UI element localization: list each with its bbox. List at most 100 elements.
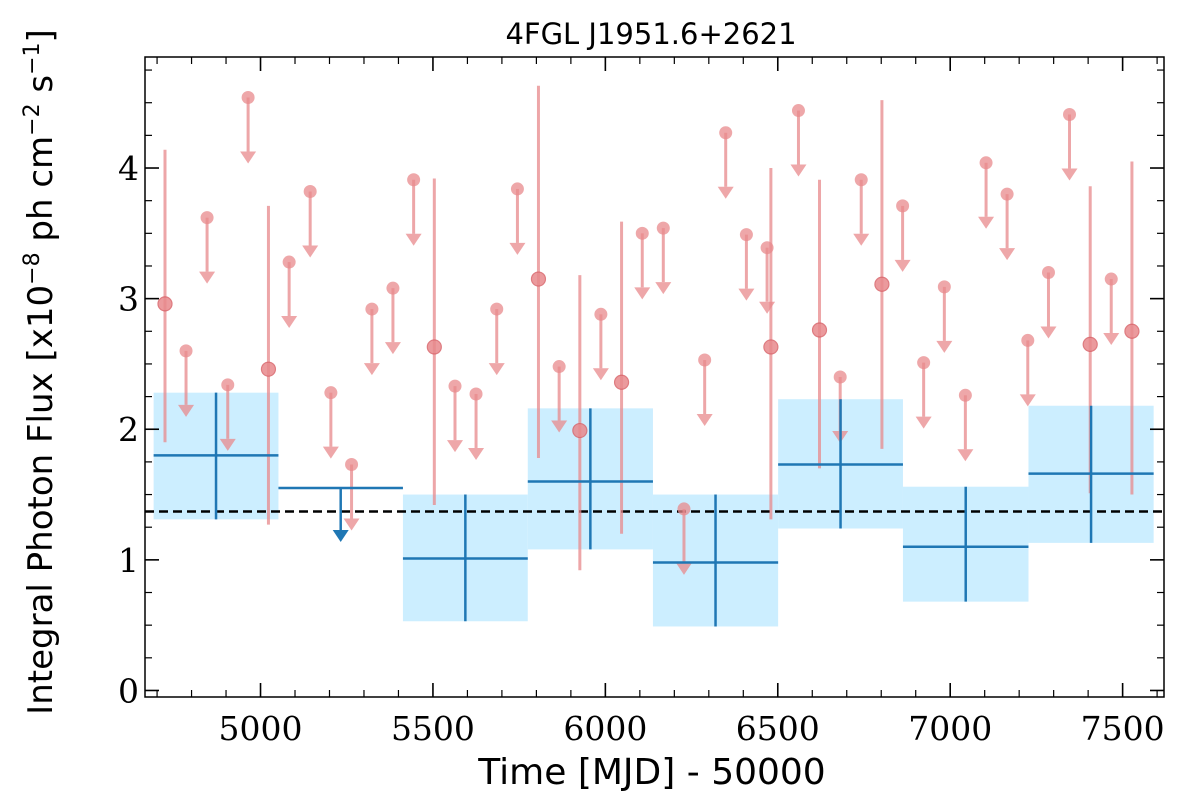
monthly-point	[811, 322, 828, 338]
monthly-point	[530, 271, 547, 287]
y-axis-label: Integral Photon Flux [x10−8 ph cm−2 s−1]	[20, 29, 61, 715]
y-axis-label-exp-2: −2	[20, 103, 45, 135]
monthly-ul-arrow	[978, 216, 995, 229]
plot-frame	[144, 56, 1165, 698]
monthly-ul-arrow	[468, 447, 485, 460]
monthly-ul-point	[386, 281, 400, 295]
x-tick-label: 5000	[219, 709, 303, 748]
x-tick-label: 5500	[391, 709, 475, 748]
monthly-ul-arrow	[999, 248, 1016, 261]
monthly-ul-arrow	[634, 287, 651, 300]
monthly-ul-point	[719, 126, 733, 140]
monthly-ul-arrow	[302, 245, 319, 258]
monthly-ul-point	[448, 379, 462, 393]
binned-series	[153, 392, 1154, 627]
monthly-ul-arrow	[1019, 394, 1036, 407]
monthly-ul-arrow	[592, 368, 609, 381]
monthly-ul-point	[979, 156, 993, 170]
binned-uncertainty-bands	[153, 392, 1154, 627]
monthly-ul-point	[791, 104, 805, 118]
monthly-ul-arrow	[240, 151, 257, 164]
monthly-ul-point	[1021, 333, 1035, 347]
monthly-ul-point	[854, 173, 868, 187]
monthly-ul-point	[1104, 272, 1118, 286]
monthly-ul-arrow	[199, 271, 216, 284]
monthly-point	[260, 361, 277, 377]
monthly-ul-point	[345, 458, 359, 472]
y-axis-label-exp-3: −1	[20, 42, 45, 74]
binned-ul-arrow	[332, 530, 349, 543]
monthly-ul-arrow	[1103, 333, 1120, 346]
monthly-ul-arrow	[790, 164, 807, 177]
monthly-ul-point	[698, 353, 712, 367]
x-tick-label: 7000	[908, 709, 992, 748]
monthly-ul-point	[635, 226, 649, 240]
monthly-ul-point	[200, 211, 214, 225]
monthly-ul-point	[365, 302, 379, 316]
monthly-point	[1082, 336, 1098, 352]
monthly-ul-arrow	[363, 363, 380, 376]
monthly-ul-point	[739, 228, 753, 242]
y-tick-label: 2	[118, 410, 139, 449]
monthly-point	[874, 276, 890, 292]
monthly-ul-arrow	[675, 562, 692, 575]
monthly-ul-arrow	[178, 404, 195, 417]
monthly-ul-point	[896, 199, 910, 213]
monthly-ul-point	[1000, 187, 1014, 201]
monthly-ul-point	[282, 255, 296, 269]
monthly-ul-point	[677, 502, 691, 516]
monthly-ul-point	[656, 221, 670, 235]
monthly-ul-point	[407, 173, 421, 187]
monthly-ul-arrow	[405, 233, 422, 246]
monthly-ul-point	[1063, 107, 1077, 121]
chart-title: 4FGL J1951.6+2621	[505, 17, 796, 51]
monthly-ul-arrow	[957, 449, 974, 462]
monthly-ul-arrow	[488, 363, 505, 376]
monthly-ul-point	[469, 387, 483, 401]
y-axis-label-exp-1: −8	[20, 252, 45, 284]
monthly-point	[1124, 323, 1140, 339]
monthly-ul-point	[490, 302, 504, 316]
y-axis-label-main: Integral Photon Flux [x10	[21, 285, 61, 715]
monthly-ul-point	[221, 378, 235, 392]
monthly-ul-point	[552, 360, 566, 374]
monthly-ul-point	[833, 370, 847, 384]
monthly-ul-arrow	[384, 342, 401, 355]
x-tick-label: 6500	[736, 709, 820, 748]
monthly-ul-arrow	[219, 438, 236, 451]
monthly-ul-arrow	[1061, 168, 1078, 181]
y-tick-label: 1	[118, 541, 139, 580]
monthly-ul-arrow	[936, 340, 953, 353]
x-tick-label: 7500	[1081, 709, 1165, 748]
monthly-point	[572, 422, 588, 439]
monthly-point	[426, 339, 442, 355]
monthly-ul-point	[958, 388, 972, 402]
monthly-point	[613, 374, 630, 390]
monthly-ul-arrow	[853, 233, 870, 246]
monthly-ul-point	[303, 185, 317, 199]
plot-axes: 5000 5500 6000 6500 7000 7500 0 1 2 3 4	[118, 56, 1165, 748]
monthly-point	[157, 296, 173, 312]
monthly-ul-arrow	[509, 242, 526, 255]
y-tick-label: 4	[118, 149, 139, 188]
monthly-ul-point	[594, 307, 608, 321]
monthly-ul-point	[324, 386, 338, 400]
monthly-ul-point	[937, 280, 951, 294]
x-tick-label: 6000	[563, 709, 647, 748]
monthly-series	[157, 85, 1140, 575]
monthly-point	[763, 339, 779, 355]
y-tick-label: 3	[118, 280, 139, 319]
monthly-ul-point	[510, 182, 524, 196]
monthly-ul-point	[1041, 266, 1055, 280]
monthly-ul-arrow	[738, 288, 755, 301]
monthly-ul-arrow	[894, 259, 911, 272]
monthly-ul-arrow	[1040, 326, 1057, 339]
monthly-ul-arrow	[696, 414, 713, 427]
monthly-ul-arrow	[655, 282, 672, 295]
monthly-ul-arrow	[281, 316, 298, 329]
monthly-ul-arrow	[551, 420, 568, 433]
monthly-ul-arrow	[447, 440, 464, 453]
monthly-ul-arrow	[759, 301, 776, 314]
monthly-ul-point	[241, 90, 255, 104]
